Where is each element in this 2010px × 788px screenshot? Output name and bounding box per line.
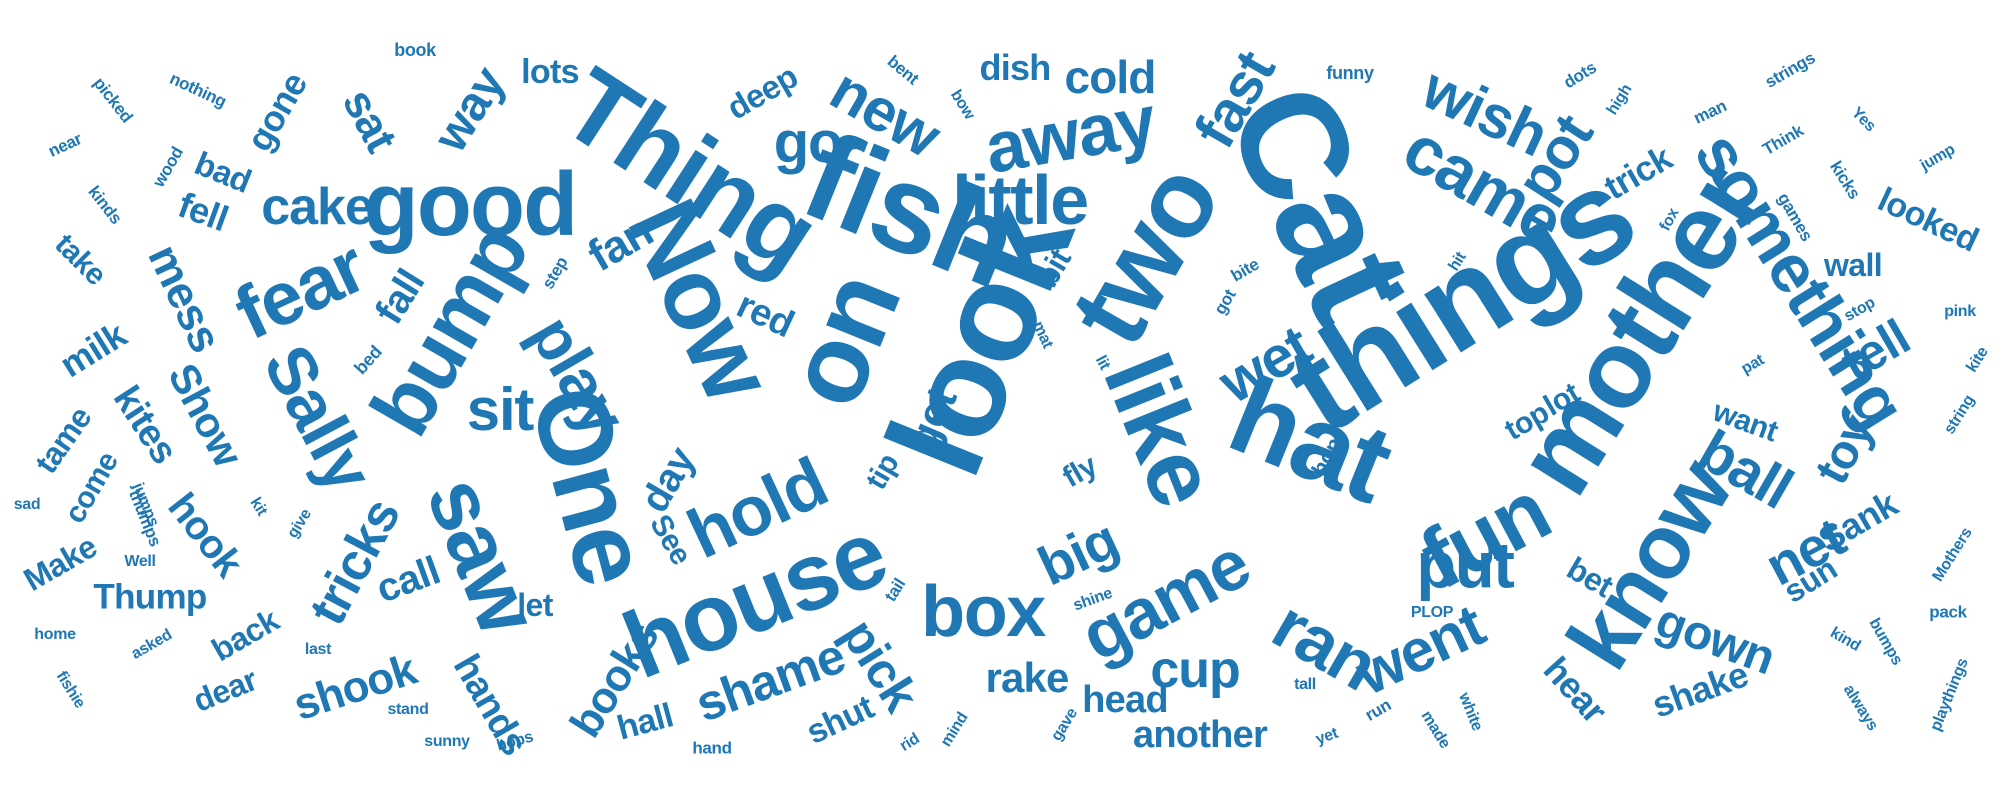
cloud-word: cake: [261, 178, 374, 236]
cloud-word: near: [45, 129, 85, 161]
cloud-word: rake: [985, 654, 1069, 701]
cloud-word: dear: [188, 661, 262, 719]
cloud-word: let: [517, 587, 553, 623]
cloud-word: lots: [521, 53, 579, 91]
cloud-word: gave: [1048, 705, 1082, 745]
cloud-word: wood: [149, 143, 187, 191]
cloud-word: last: [304, 641, 332, 658]
cloud-word: hand: [692, 738, 732, 758]
cloud-word: fishie: [52, 668, 89, 712]
cloud-word: give: [284, 506, 315, 542]
cloud-word: string: [1941, 392, 1979, 438]
cloud-word: jump: [1917, 140, 1959, 175]
cloud-word: tall: [1294, 676, 1316, 693]
cloud-word: asked: [128, 626, 175, 663]
cloud-word: pat: [1738, 351, 1767, 378]
cloud-word: bow: [946, 87, 978, 123]
cloud-word: got: [1210, 286, 1240, 318]
cloud-word: pack: [1929, 602, 1967, 622]
cloud-word: playthings: [1927, 656, 1972, 734]
cloud-word: fly: [1057, 448, 1103, 495]
cloud-word: high: [1603, 81, 1636, 119]
cloud-word: picked: [89, 73, 137, 127]
cloud-word: take: [48, 227, 113, 292]
cloud-word: fear: [222, 223, 378, 356]
cloud-word: always: [1839, 681, 1882, 734]
cloud-word: fell: [173, 183, 234, 240]
cloud-word: kinds: [84, 182, 126, 228]
cloud-word: made: [1417, 708, 1454, 752]
cloud-word: back: [205, 601, 285, 669]
cloud-word: put: [1416, 528, 1514, 602]
cloud-word: book: [394, 40, 436, 60]
cloud-word: Sank: [1811, 483, 1905, 561]
cloud-word: stand: [387, 701, 429, 718]
cloud-word: head: [1082, 679, 1168, 721]
cloud-word: dish: [979, 47, 1051, 88]
cloud-word: good: [363, 155, 579, 255]
cloud-word: another: [1132, 714, 1268, 756]
cloud-word: home: [34, 626, 76, 643]
cloud-word: hook: [159, 485, 251, 585]
cloud-word: Think: [1759, 120, 1807, 160]
cloud-word: cold: [1064, 51, 1157, 103]
cloud-word: Thump: [93, 577, 207, 617]
cloud-word: cup: [1150, 641, 1240, 699]
cloud-word: wall: [1824, 247, 1883, 283]
cloud-word: yet: [1313, 724, 1341, 749]
cloud-word: kind: [1827, 624, 1864, 655]
cloud-word: mind: [937, 709, 972, 750]
cloud-word: strings: [1761, 48, 1819, 92]
cloud-word: box: [921, 572, 1046, 652]
cloud-word: sit: [466, 376, 535, 443]
cloud-word: kicks: [1826, 157, 1864, 203]
cloud-word: funny: [1326, 63, 1374, 83]
cloud-word: sunny: [424, 733, 470, 750]
cloud-word: rid: [896, 730, 923, 755]
cloud-word: little: [952, 161, 1089, 239]
cloud-word: Show: [159, 355, 252, 474]
cloud-word: shake: [1646, 653, 1754, 726]
cloud-word: kit: [246, 494, 271, 519]
cloud-word: way: [423, 58, 516, 162]
cloud-word: mess: [138, 236, 232, 360]
cloud-word: sad: [13, 496, 41, 513]
cloud-word: sat: [332, 80, 408, 160]
cloud-word: nothing: [166, 68, 230, 112]
cloud-word: Well: [124, 553, 156, 570]
cloud-word: man: [1690, 96, 1730, 128]
cloud-word: pink: [1944, 303, 1976, 320]
cloud-word: milk: [52, 313, 133, 386]
cloud-word: PLOP: [1410, 604, 1454, 621]
cloud-word: Yes: [1847, 104, 1879, 136]
cloud-word: Make: [17, 528, 103, 598]
cloud-word: tip: [859, 448, 906, 496]
cloud-word: like: [1083, 340, 1238, 520]
cloud-word: Mothers: [1929, 524, 1976, 585]
cloud-word: dots: [1560, 57, 1600, 93]
cloud-word: gone: [238, 65, 316, 158]
cloud-word: shut: [800, 688, 880, 752]
cloud-word: bumps: [1865, 615, 1906, 669]
cloud-word: kite: [1963, 344, 1992, 376]
cloud-word: white: [1455, 690, 1486, 734]
cloud-word: go: [773, 110, 844, 175]
cloud-word: looked: [1872, 180, 1984, 260]
